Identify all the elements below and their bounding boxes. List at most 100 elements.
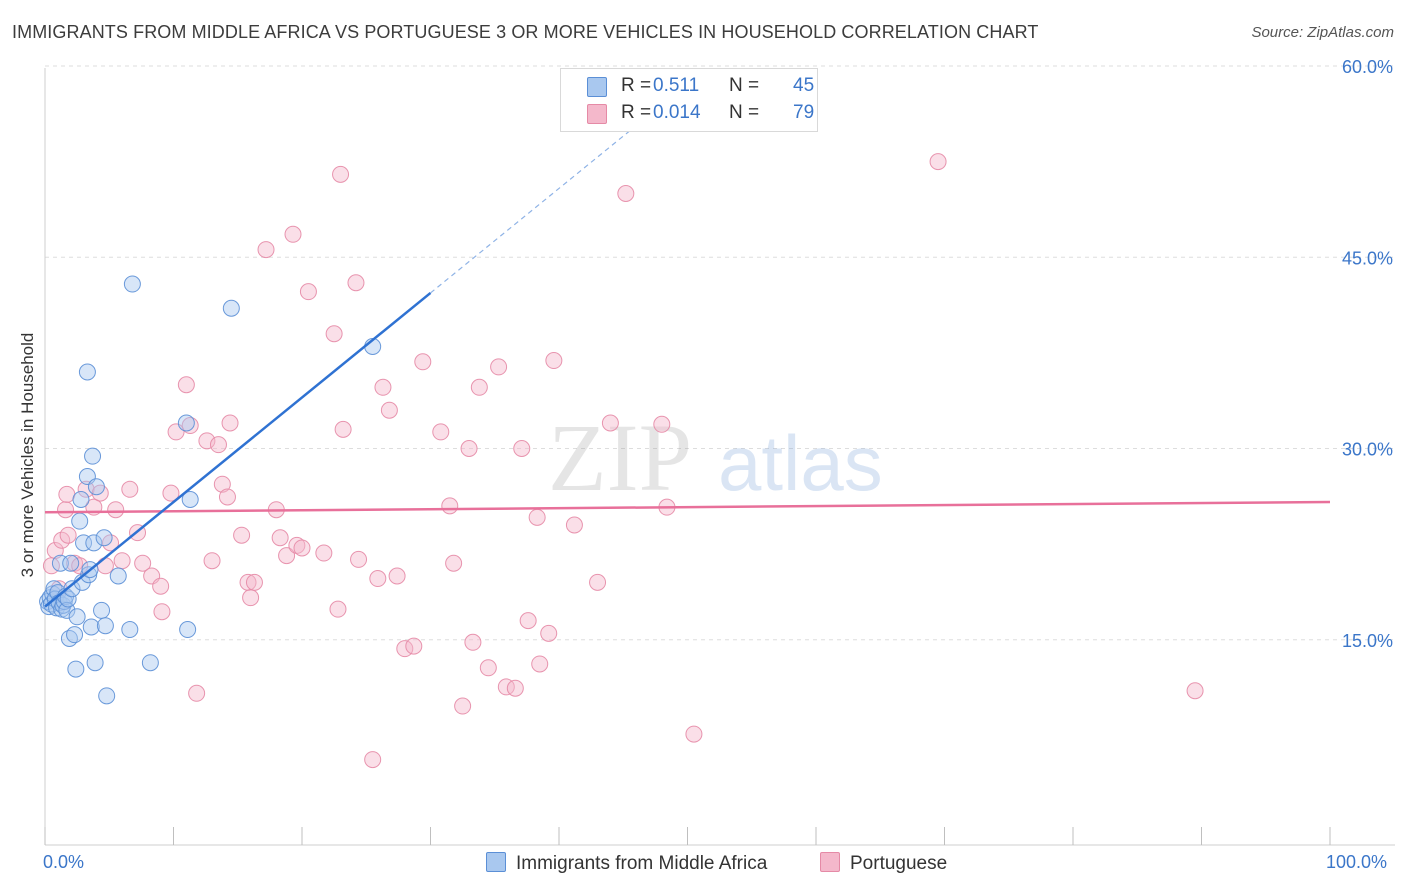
portuguese-point	[288, 536, 306, 554]
x-tick-label-max: 100.0%	[1326, 852, 1388, 872]
legend-n-value: 79	[793, 102, 815, 123]
middle-africa-point	[222, 299, 240, 317]
portuguese-point	[209, 436, 227, 454]
portuguese-point	[257, 241, 275, 259]
legend-swatch-blue	[486, 852, 506, 872]
middle-africa-point	[141, 654, 159, 672]
y-tick-label: 15.0%	[1342, 631, 1393, 651]
portuguese-point	[470, 378, 488, 396]
portuguese-point	[460, 440, 478, 457]
legend-n-label: N =	[729, 102, 760, 123]
middle-africa-point	[95, 529, 113, 547]
middle-africa-point	[87, 478, 105, 496]
portuguese-point	[134, 554, 152, 572]
legend-label: Immigrants from Middle Africa	[516, 853, 768, 874]
legend-item-portuguese: Portuguese	[820, 852, 947, 875]
middle-africa-point	[177, 414, 195, 432]
middle-africa-point	[93, 601, 111, 619]
legend-r-label: R =	[621, 75, 652, 96]
middle-africa-point	[75, 534, 93, 552]
portuguese-point	[233, 526, 251, 544]
middle-africa-point	[123, 275, 141, 293]
portuguese-point	[121, 480, 139, 498]
portuguese-point	[284, 225, 302, 243]
middle-africa-point	[179, 621, 197, 639]
portuguese-point	[332, 165, 350, 183]
legend-item-middle-africa: Immigrants from Middle Africa	[486, 852, 767, 875]
portuguese-point	[96, 557, 114, 575]
stats-legend: R = 0.511 N = 45 R = 0.014 N = 79	[560, 68, 818, 132]
portuguese-point	[432, 423, 450, 441]
x-tick-label-min: 0.0%	[43, 852, 85, 872]
portuguese-point	[528, 508, 546, 526]
source-label: Source: ZipAtlas.com	[1251, 24, 1394, 41]
portuguese-point	[242, 589, 260, 607]
portuguese-point	[929, 153, 947, 171]
portuguese-point	[334, 420, 352, 438]
middle-africa-point	[181, 491, 199, 508]
middle-africa-point	[84, 447, 102, 465]
portuguese-point	[380, 401, 398, 419]
portuguese-point	[347, 274, 365, 292]
portuguese-point	[374, 378, 392, 396]
legend-n-value: 45	[793, 75, 815, 96]
portuguese-point	[77, 480, 95, 498]
middle-africa-point	[66, 626, 84, 644]
middle-africa-point	[68, 608, 86, 626]
portuguese-point	[107, 501, 125, 519]
y-tick-label: 60.0%	[1342, 57, 1393, 77]
watermark-zip: ZIP	[548, 404, 692, 511]
portuguese-point	[293, 539, 311, 557]
portuguese-point	[369, 570, 387, 588]
y-tick-label: 45.0%	[1342, 248, 1393, 268]
portuguese-point	[278, 547, 296, 565]
portuguese-point	[441, 497, 459, 515]
portuguese-point	[271, 529, 289, 547]
portuguese-point	[245, 573, 263, 591]
portuguese-point	[479, 659, 497, 677]
portuguese-point	[531, 655, 549, 673]
portuguese-point	[329, 600, 347, 618]
portuguese-point	[221, 414, 239, 432]
portuguese-point	[57, 501, 75, 519]
portuguese-point	[162, 484, 180, 502]
portuguese-point	[350, 550, 368, 568]
legend-swatch-pink	[820, 852, 840, 872]
middle-africa-trend-extension	[430, 109, 656, 294]
portuguese-point	[152, 577, 170, 595]
legend-r-value: 0.014	[653, 102, 701, 123]
portuguese-point	[454, 697, 472, 715]
middle-africa-trend-line	[44, 291, 432, 608]
portuguese-point	[188, 684, 206, 702]
middle-africa-point	[121, 621, 139, 639]
grid-lines	[45, 65, 1395, 641]
trend-lines	[44, 109, 1331, 608]
portuguese-point	[497, 678, 515, 696]
portuguese-point	[519, 612, 537, 630]
portuguese-point	[299, 283, 317, 301]
legend-n-label: N =	[729, 75, 760, 96]
portuguese-point	[203, 552, 221, 570]
middle-africa-point	[86, 654, 104, 672]
middle-africa-point	[63, 580, 81, 598]
portuguese-point	[388, 567, 406, 585]
portuguese-point	[46, 542, 64, 559]
tick-labels: 15.0% 30.0% 45.0% 60.0%	[1342, 57, 1393, 651]
portuguese-trend-line	[44, 500, 1331, 514]
portuguese-point	[445, 554, 463, 572]
portuguese-point	[617, 185, 635, 202]
watermark-atlas: atlas	[718, 419, 883, 507]
portuguese-point	[513, 440, 531, 457]
portuguese-point	[545, 352, 563, 370]
portuguese-point	[506, 679, 524, 697]
middle-africa-point	[62, 554, 80, 572]
axes	[44, 68, 1395, 846]
middle-africa-point	[51, 554, 69, 572]
portuguese-point	[685, 725, 703, 743]
middle-africa-point	[109, 567, 127, 585]
portuguese-point	[540, 624, 558, 642]
portuguese-point	[218, 488, 236, 506]
middle-africa-point	[72, 491, 90, 508]
portuguese-point	[490, 358, 508, 376]
